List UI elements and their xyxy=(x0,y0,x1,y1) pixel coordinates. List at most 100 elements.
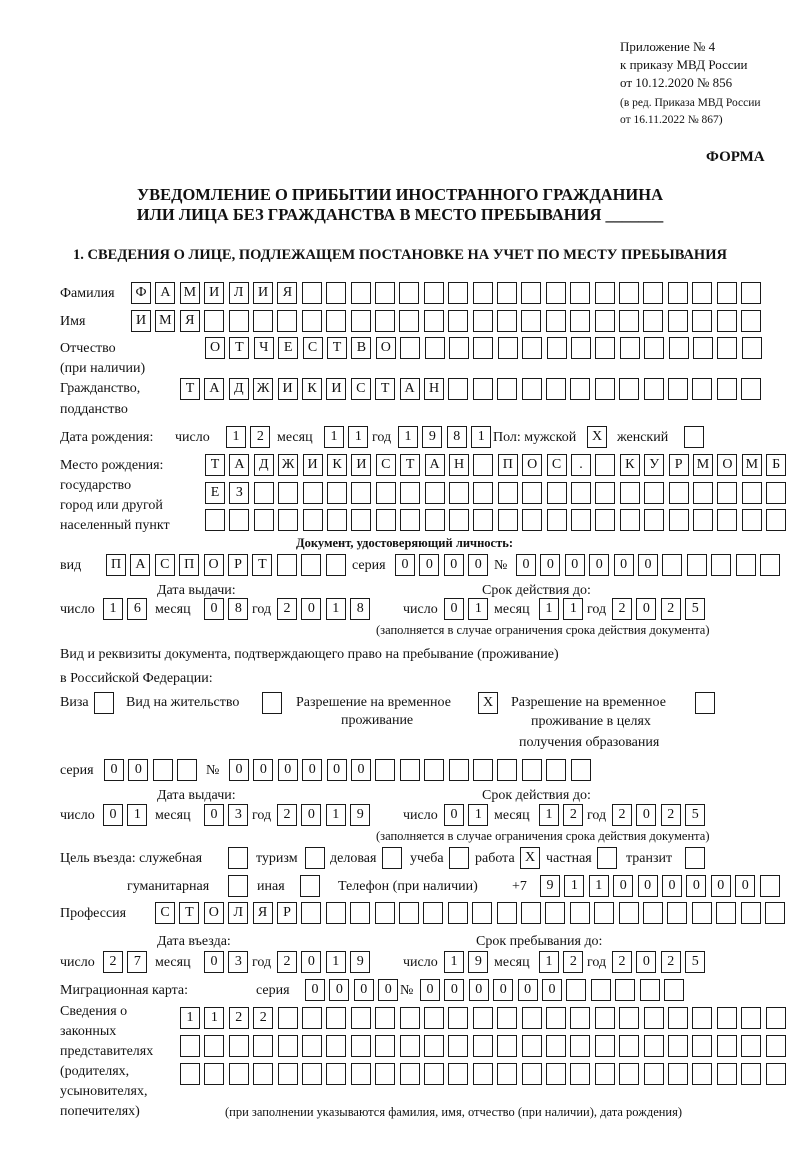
char-cell[interactable] xyxy=(619,337,640,359)
sex-female-checkbox[interactable] xyxy=(684,426,708,448)
char-cell[interactable] xyxy=(594,1063,615,1085)
char-cell[interactable] xyxy=(473,454,494,476)
char-cell[interactable]: 3 xyxy=(228,804,249,826)
char-cell[interactable]: 0 xyxy=(305,979,325,1001)
char-cell[interactable] xyxy=(741,282,761,304)
char-cell[interactable]: 0 xyxy=(395,554,415,576)
char-cell[interactable] xyxy=(765,902,785,924)
char-cell[interactable]: Т xyxy=(400,454,421,476)
char-cell[interactable] xyxy=(741,1063,762,1085)
char-cell[interactable]: И xyxy=(326,378,347,400)
char-cell[interactable] xyxy=(180,1035,200,1057)
char-cell[interactable] xyxy=(644,337,665,359)
char-cell[interactable]: 8 xyxy=(350,598,371,620)
char-cell[interactable] xyxy=(400,509,421,531)
char-cell[interactable] xyxy=(497,1035,518,1057)
char-cell[interactable]: 2 xyxy=(277,951,297,973)
char-cell[interactable] xyxy=(448,1063,469,1085)
char-cell[interactable] xyxy=(741,1035,762,1057)
char-cell[interactable] xyxy=(399,1007,420,1029)
char-cell[interactable] xyxy=(644,482,665,504)
char-cell[interactable] xyxy=(375,1063,396,1085)
char-cell[interactable]: 0 xyxy=(419,554,440,576)
char-cell[interactable] xyxy=(571,509,591,531)
char-cell[interactable] xyxy=(546,1035,566,1057)
char-cell[interactable]: X xyxy=(478,692,498,714)
char-cell[interactable]: 1 xyxy=(539,598,559,620)
char-cell[interactable]: X xyxy=(520,847,540,869)
char-cell[interactable] xyxy=(595,337,616,359)
char-cell[interactable]: 0 xyxy=(613,875,634,897)
char-cell[interactable] xyxy=(668,509,689,531)
char-cell[interactable]: Т xyxy=(252,554,273,576)
char-cell[interactable] xyxy=(717,482,738,504)
char-cell[interactable]: А xyxy=(130,554,151,576)
char-cell[interactable] xyxy=(571,482,591,504)
char-cell[interactable] xyxy=(619,282,639,304)
char-cell[interactable] xyxy=(301,310,322,332)
char-cell[interactable] xyxy=(448,1007,469,1029)
char-cell[interactable] xyxy=(423,310,444,332)
char-cell[interactable] xyxy=(570,759,591,781)
char-cell[interactable]: И xyxy=(253,282,273,304)
char-cell[interactable] xyxy=(643,1063,664,1085)
char-cell[interactable]: 0 xyxy=(517,979,538,1001)
char-cell[interactable] xyxy=(692,1063,713,1085)
char-cell[interactable] xyxy=(400,337,421,359)
char-cell[interactable]: 0 xyxy=(493,979,514,1001)
char-cell[interactable]: 0 xyxy=(735,875,756,897)
char-cell[interactable]: 0 xyxy=(229,759,249,781)
char-cell[interactable]: Т xyxy=(229,337,250,359)
char-cell[interactable] xyxy=(497,509,518,531)
char-cell[interactable] xyxy=(716,1063,737,1085)
char-cell[interactable] xyxy=(668,378,688,400)
char-cell[interactable]: 2 xyxy=(563,951,584,973)
char-cell[interactable]: 2 xyxy=(612,598,632,620)
char-cell[interactable] xyxy=(447,902,468,924)
char-cell[interactable]: 1 xyxy=(325,951,346,973)
char-cell[interactable] xyxy=(546,1063,566,1085)
char-cell[interactable] xyxy=(716,282,737,304)
char-cell[interactable] xyxy=(497,1063,518,1085)
char-cell[interactable]: И xyxy=(302,454,323,476)
char-cell[interactable] xyxy=(326,282,347,304)
char-cell[interactable] xyxy=(693,482,713,504)
char-cell[interactable]: Т xyxy=(375,378,396,400)
char-cell[interactable]: Я xyxy=(179,310,200,332)
visa-checkbox[interactable] xyxy=(94,692,118,714)
char-cell[interactable]: И xyxy=(277,378,298,400)
char-cell[interactable]: Ж xyxy=(278,454,299,476)
char-cell[interactable] xyxy=(253,310,273,332)
char-cell[interactable] xyxy=(302,1007,322,1029)
char-cell[interactable] xyxy=(546,1007,566,1029)
char-cell[interactable] xyxy=(619,310,639,332)
char-cell[interactable] xyxy=(152,759,173,781)
char-cell[interactable]: Т xyxy=(179,902,200,924)
char-cell[interactable] xyxy=(570,1063,591,1085)
char-cell[interactable]: М xyxy=(741,454,762,476)
char-cell[interactable] xyxy=(301,902,322,924)
purpose-transit-checkbox[interactable] xyxy=(685,847,709,869)
char-cell[interactable]: С xyxy=(302,337,323,359)
char-cell[interactable]: 1 xyxy=(563,598,584,620)
char-cell[interactable] xyxy=(759,875,780,897)
char-cell[interactable]: С xyxy=(546,454,567,476)
char-cell[interactable] xyxy=(374,902,395,924)
char-cell[interactable]: 9 xyxy=(422,426,443,448)
char-cell[interactable]: 0 xyxy=(353,979,374,1001)
char-cell[interactable]: Е xyxy=(278,337,299,359)
char-cell[interactable]: 0 xyxy=(378,979,399,1001)
char-cell[interactable]: А xyxy=(204,378,225,400)
